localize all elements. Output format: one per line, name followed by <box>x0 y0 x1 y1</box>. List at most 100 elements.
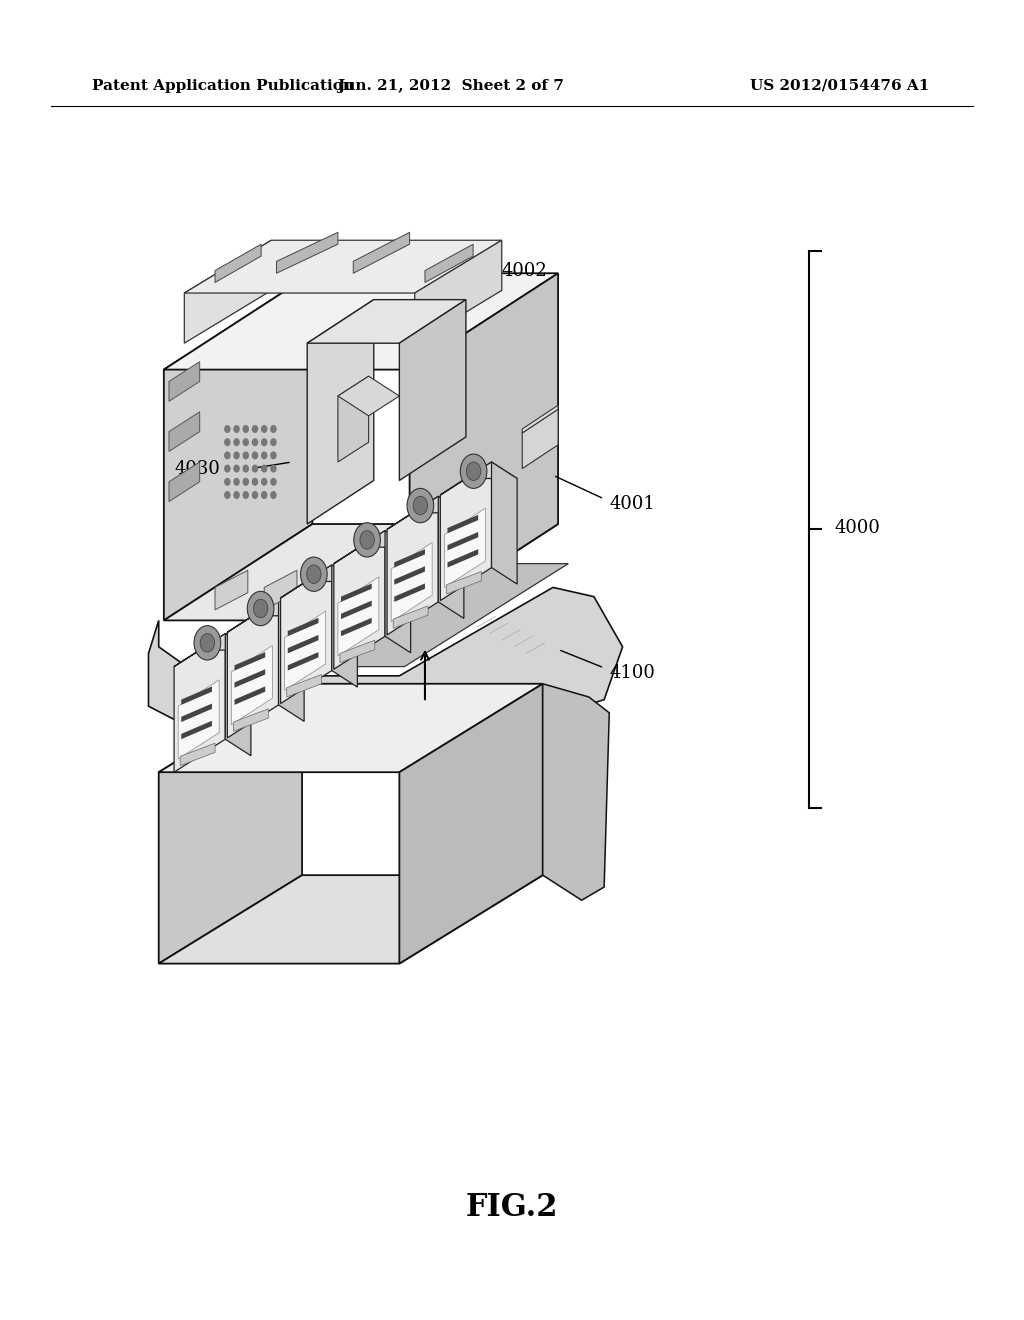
Polygon shape <box>446 572 481 594</box>
Circle shape <box>244 451 248 458</box>
Circle shape <box>270 492 276 499</box>
Circle shape <box>467 462 481 480</box>
Polygon shape <box>387 496 438 635</box>
Polygon shape <box>174 564 568 667</box>
Polygon shape <box>169 362 200 401</box>
Polygon shape <box>227 599 279 738</box>
Circle shape <box>225 466 229 471</box>
Polygon shape <box>307 300 374 524</box>
Polygon shape <box>180 743 215 766</box>
Polygon shape <box>174 634 251 667</box>
Circle shape <box>244 438 248 445</box>
Circle shape <box>244 466 248 471</box>
Polygon shape <box>313 570 346 610</box>
Polygon shape <box>492 462 517 585</box>
Circle shape <box>233 438 240 445</box>
Polygon shape <box>394 566 425 585</box>
Polygon shape <box>215 570 248 610</box>
Circle shape <box>408 488 434 523</box>
Polygon shape <box>164 273 312 620</box>
Polygon shape <box>341 601 372 619</box>
Polygon shape <box>281 565 332 704</box>
Polygon shape <box>334 531 411 564</box>
Polygon shape <box>340 640 375 663</box>
Circle shape <box>360 531 375 549</box>
Circle shape <box>252 466 258 471</box>
Polygon shape <box>522 409 558 469</box>
Polygon shape <box>276 232 338 273</box>
Polygon shape <box>234 686 265 705</box>
Polygon shape <box>227 599 304 632</box>
Text: FIG.2: FIG.2 <box>466 1192 558 1224</box>
Circle shape <box>233 492 240 499</box>
Polygon shape <box>159 684 543 772</box>
Circle shape <box>262 479 266 484</box>
Polygon shape <box>447 515 478 533</box>
Circle shape <box>201 634 215 652</box>
Polygon shape <box>164 524 558 620</box>
Circle shape <box>252 438 258 445</box>
Circle shape <box>225 425 229 432</box>
Polygon shape <box>399 300 466 480</box>
Circle shape <box>270 451 276 458</box>
Polygon shape <box>387 496 464 529</box>
Circle shape <box>270 425 276 432</box>
Polygon shape <box>169 412 200 451</box>
Polygon shape <box>447 549 478 568</box>
Polygon shape <box>394 583 425 602</box>
Polygon shape <box>279 599 304 721</box>
Polygon shape <box>410 273 558 620</box>
Polygon shape <box>341 583 372 602</box>
Polygon shape <box>362 570 395 610</box>
Circle shape <box>225 492 229 499</box>
Polygon shape <box>444 508 485 587</box>
Circle shape <box>225 438 229 445</box>
Polygon shape <box>181 686 212 705</box>
Circle shape <box>270 438 276 445</box>
Polygon shape <box>159 684 302 964</box>
Polygon shape <box>338 577 379 656</box>
Polygon shape <box>447 532 478 550</box>
Polygon shape <box>184 240 502 293</box>
Polygon shape <box>225 634 251 755</box>
Circle shape <box>307 565 322 583</box>
Circle shape <box>244 492 248 499</box>
Circle shape <box>301 557 328 591</box>
Polygon shape <box>174 634 225 772</box>
Polygon shape <box>231 645 272 725</box>
Polygon shape <box>148 587 623 733</box>
Circle shape <box>270 479 276 484</box>
Polygon shape <box>353 232 410 273</box>
Polygon shape <box>234 669 265 688</box>
Circle shape <box>252 479 258 484</box>
Polygon shape <box>338 376 369 462</box>
Circle shape <box>244 425 248 432</box>
Polygon shape <box>440 462 517 495</box>
Circle shape <box>248 591 274 626</box>
Polygon shape <box>178 680 219 759</box>
Text: Jun. 21, 2012  Sheet 2 of 7: Jun. 21, 2012 Sheet 2 of 7 <box>337 79 564 92</box>
Circle shape <box>233 479 240 484</box>
Polygon shape <box>440 462 492 601</box>
Circle shape <box>225 451 229 458</box>
Polygon shape <box>338 376 399 416</box>
Circle shape <box>252 492 258 499</box>
Polygon shape <box>264 570 297 610</box>
Polygon shape <box>341 618 372 636</box>
Polygon shape <box>285 611 326 690</box>
Text: US 2012/0154476 A1: US 2012/0154476 A1 <box>750 79 930 92</box>
Polygon shape <box>287 675 322 697</box>
Polygon shape <box>332 565 357 686</box>
Circle shape <box>233 425 240 432</box>
Polygon shape <box>307 300 466 343</box>
Polygon shape <box>281 565 357 598</box>
Circle shape <box>414 496 428 515</box>
Text: 4000: 4000 <box>835 519 881 537</box>
Polygon shape <box>522 405 558 433</box>
Polygon shape <box>393 606 428 628</box>
Polygon shape <box>425 244 473 282</box>
Polygon shape <box>391 543 432 622</box>
Polygon shape <box>181 704 212 722</box>
Circle shape <box>252 425 258 432</box>
Circle shape <box>233 466 240 471</box>
